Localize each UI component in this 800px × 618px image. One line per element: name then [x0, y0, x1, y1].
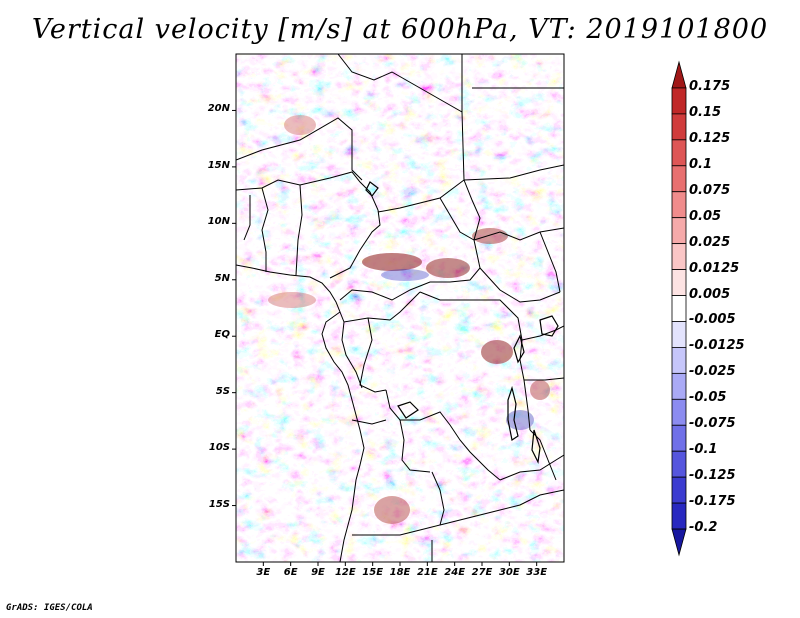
credit-text: GrADS: IGES/COLA [6, 603, 93, 613]
lon-tick-label: 3E [256, 567, 271, 578]
colorbar-swatch [671, 60, 687, 89]
colorbar-level-label: 0.0125 [689, 260, 740, 276]
colorbar-level-label: -0.0125 [689, 338, 745, 354]
convective-cells [268, 115, 550, 524]
lat-tick-label: 20N [207, 103, 230, 115]
colorbar-level-label: -0.075 [689, 416, 736, 432]
colorbar-swatch [671, 372, 687, 400]
chart-title: Vertical velocity [m/s] at 600hPa, VT: 2… [31, 14, 769, 45]
lon-tick-label: 18E [389, 567, 411, 578]
lat-tick-label: 10S [208, 442, 230, 454]
lat-tick-label: 15N [207, 159, 230, 171]
lakes [365, 181, 559, 464]
colorbar-swatch [671, 347, 687, 374]
colorbar-swatch [671, 139, 687, 167]
colorbar-swatch [671, 269, 687, 296]
colorbar-swatch [671, 113, 687, 141]
colorbar-level-label: -0.025 [689, 364, 736, 380]
lat-tick-label: 5N [214, 272, 230, 284]
colorbar-level-label: -0.125 [689, 468, 736, 484]
colorbar-swatch [671, 321, 687, 348]
lon-tick-label: 15E [362, 567, 384, 578]
colorbar-level-label: 0.025 [689, 234, 731, 250]
colorbar-swatch [671, 87, 687, 115]
colorbar-level-label: -0.05 [689, 390, 727, 406]
velocity-field [236, 54, 564, 562]
lon-tick-label: 6E [283, 567, 298, 578]
colorbar-swatch [671, 450, 687, 478]
colorbar-swatch [671, 398, 687, 426]
lon-tick-label: 21E [416, 567, 438, 578]
lat-tick-label: EQ [214, 329, 230, 341]
colorbar-level-label: 0.175 [689, 78, 731, 94]
colorbar-level-label: 0.075 [689, 182, 731, 198]
colorbar-level-label: 0.1 [689, 156, 713, 172]
colorbar-level-label: 0.15 [689, 104, 722, 120]
colorbar-swatch [671, 191, 687, 219]
colorbar-level-label: -0.175 [689, 494, 736, 510]
colorbar-swatch [671, 243, 687, 270]
colorbar-swatch [671, 502, 687, 530]
lat-tick-label: 5S [215, 385, 230, 397]
axis-ticks [232, 109, 538, 566]
colorbar-swatch [671, 295, 687, 322]
colorbar-swatch [671, 424, 687, 452]
colorbar-swatch [671, 217, 687, 245]
colorbar-level-label: 0.125 [689, 130, 731, 146]
colorbar-level-label: -0.005 [689, 312, 736, 328]
lat-tick-label: 15S [208, 498, 230, 510]
colorbar-swatch [671, 476, 687, 504]
colorbar-swatch [671, 528, 687, 557]
lon-tick-label: 12E [334, 567, 356, 578]
country-boundaries [236, 54, 564, 562]
colorbar-level-label: 0.05 [689, 208, 722, 224]
lon-tick-label: 27E [471, 567, 493, 578]
colorbar-level-label: -0.2 [689, 520, 718, 536]
lon-tick-label: 30E [498, 567, 520, 578]
colorbar-level-label: 0.005 [689, 286, 731, 302]
lon-tick-label: 9E [311, 567, 325, 578]
lat-tick-label: 10N [207, 216, 230, 228]
lon-tick-label: 24E [444, 567, 466, 578]
lon-tick-label: 33E [526, 567, 548, 578]
colorbar-swatch [671, 165, 687, 193]
colorbar-level-label: -0.1 [689, 442, 718, 458]
